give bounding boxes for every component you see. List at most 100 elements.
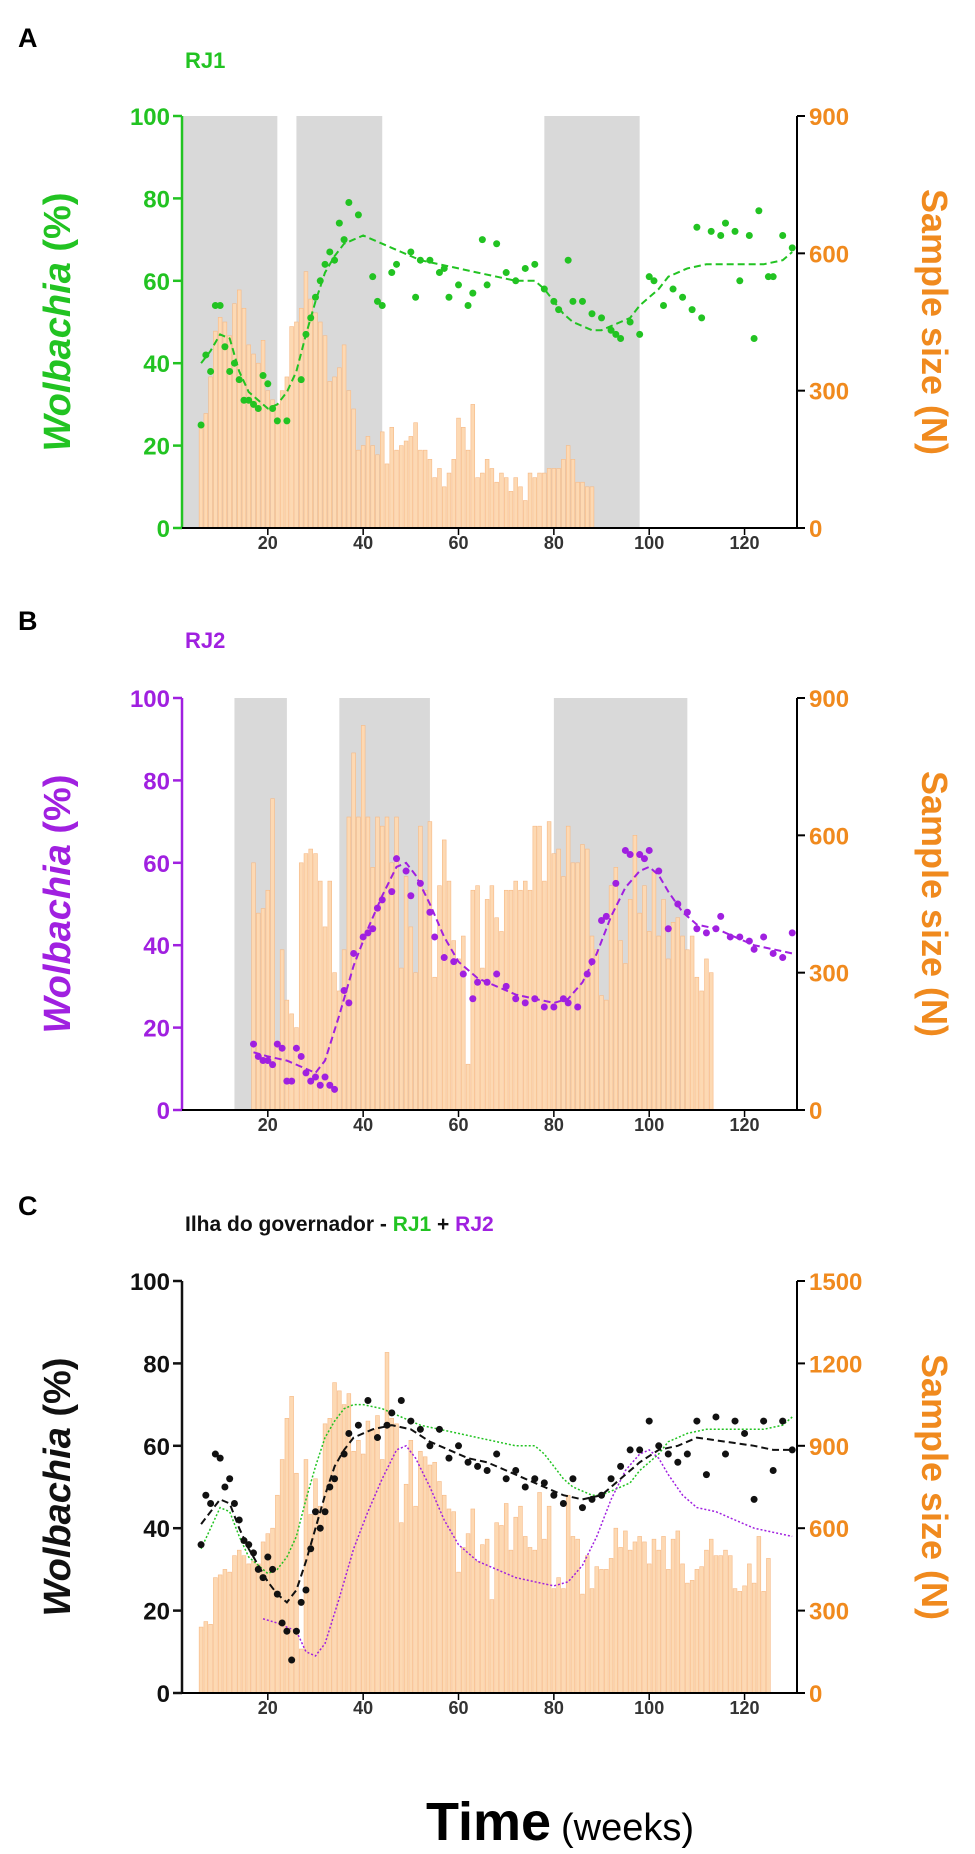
x-tick-label: 80 <box>544 1698 564 1718</box>
sample-size-bar <box>217 317 223 529</box>
data-point <box>321 260 329 268</box>
sample-size-bar <box>418 825 423 1111</box>
sample-size-bar <box>465 1533 471 1694</box>
sample-size-bar <box>365 1420 371 1694</box>
sample-size-bar <box>256 362 261 529</box>
data-point <box>230 359 238 367</box>
data-point <box>288 1656 296 1664</box>
y2-axis-label: Sample size (N) <box>914 189 955 455</box>
data-point <box>316 277 324 285</box>
sample-size-bar <box>551 853 557 1111</box>
sample-size-bar <box>265 390 271 529</box>
sample-size-bar <box>327 880 332 1111</box>
data-point <box>717 231 725 239</box>
sample-size-bar <box>546 468 552 529</box>
data-point <box>664 925 672 933</box>
data-point <box>297 1052 305 1060</box>
sample-size-bar <box>270 1527 275 1694</box>
sample-size-bar <box>570 862 576 1111</box>
sample-size-bar <box>680 935 685 1111</box>
sample-size-bar <box>699 1566 704 1694</box>
data-point <box>550 1491 558 1499</box>
data-point <box>378 896 386 904</box>
sample-size-bar <box>399 1522 404 1694</box>
data-point <box>645 273 653 281</box>
data-point <box>578 1504 586 1512</box>
data-point <box>326 1081 334 1089</box>
data-point <box>760 933 768 941</box>
sample-size-bar <box>565 825 571 1111</box>
y-tick-label: 80 <box>143 1351 170 1378</box>
sample-size-bar <box>461 1547 466 1694</box>
data-point <box>521 999 529 1007</box>
sample-size-bar <box>565 445 571 529</box>
data-point <box>264 380 272 388</box>
sample-size-bar <box>518 486 523 529</box>
sample-size-bar <box>580 844 585 1111</box>
y-tick-label: 80 <box>143 186 170 213</box>
sample-size-bar <box>332 376 337 529</box>
data-point <box>617 1462 625 1470</box>
data-point <box>431 933 439 941</box>
sample-size-bar <box>489 468 495 529</box>
data-point <box>288 1077 296 1085</box>
data-point <box>483 1467 491 1475</box>
data-point <box>240 1537 248 1545</box>
data-point <box>412 293 420 301</box>
data-point <box>440 264 448 272</box>
chart-panel-b: 0 20 40 60 80 100 0 300 600 900 20 40 60 80 100 120 B RJ2… <box>18 606 955 1135</box>
panel-title: Ilha do governador - RJ1 + RJ2 <box>185 1213 494 1236</box>
sample-size-bar <box>318 1505 323 1694</box>
sample-size-bar <box>365 436 371 529</box>
x-tick-label: 120 <box>730 1115 760 1135</box>
data-point <box>230 1499 238 1507</box>
data-point <box>531 1475 539 1483</box>
data-point <box>393 855 401 863</box>
data-point <box>478 236 486 244</box>
panel-letter: C <box>18 1191 38 1221</box>
sample-size-bar <box>661 899 666 1111</box>
data-point <box>640 855 648 863</box>
y-tick-label: 100 <box>130 686 170 713</box>
data-point <box>359 933 367 941</box>
x-tick-label: 60 <box>448 533 468 553</box>
sample-size-bar <box>327 381 332 529</box>
data-point <box>598 1491 606 1499</box>
sample-size-bar <box>341 949 347 1111</box>
x-tick-label: 80 <box>544 1115 564 1135</box>
sample-size-bar <box>561 459 566 529</box>
y2-axis-label: Sample size (N) <box>914 1354 955 1620</box>
data-point <box>278 1044 286 1052</box>
data-point <box>607 1475 615 1483</box>
data-point <box>331 1085 339 1093</box>
data-point <box>226 1475 234 1483</box>
data-point <box>416 879 424 887</box>
sample-size-bar <box>623 1530 628 1694</box>
x-tick-label: 40 <box>353 1115 373 1135</box>
sample-size-bar <box>442 839 447 1111</box>
data-point <box>750 1495 758 1503</box>
sample-size-bar <box>661 1536 666 1694</box>
sample-size-bar <box>360 1453 366 1694</box>
sample-size-bar <box>666 1569 671 1694</box>
sample-size-bar <box>279 390 285 529</box>
sample-size-bar <box>537 472 542 529</box>
x-tick-label: 100 <box>634 533 664 553</box>
sample-size-bar <box>532 477 537 529</box>
data-point <box>354 1421 362 1429</box>
sample-size-bar <box>279 1459 285 1694</box>
data-point <box>326 248 334 256</box>
sample-size-bar <box>732 1588 738 1694</box>
sample-size-bar <box>527 1547 533 1694</box>
data-point <box>331 1475 339 1483</box>
data-point <box>316 1524 324 1532</box>
sample-size-bar <box>546 1505 552 1694</box>
sample-size-bar <box>551 1588 557 1694</box>
sample-size-bar <box>747 1563 752 1694</box>
y-axis-label: Wolbachia (%) <box>37 1358 79 1617</box>
data-point <box>269 1061 277 1069</box>
sample-size-bar <box>308 298 313 529</box>
sample-size-bar <box>232 1555 237 1694</box>
data-point <box>445 293 453 301</box>
sample-size-bar <box>613 1527 619 1694</box>
